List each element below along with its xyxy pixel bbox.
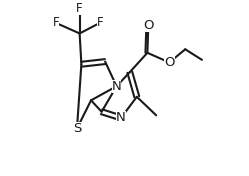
Text: N: N [116,111,126,124]
Text: F: F [53,16,59,29]
Text: F: F [76,2,83,15]
Text: N: N [112,80,122,93]
Text: O: O [143,19,154,32]
Text: F: F [97,16,103,29]
Text: O: O [164,56,175,69]
Text: S: S [73,122,81,135]
